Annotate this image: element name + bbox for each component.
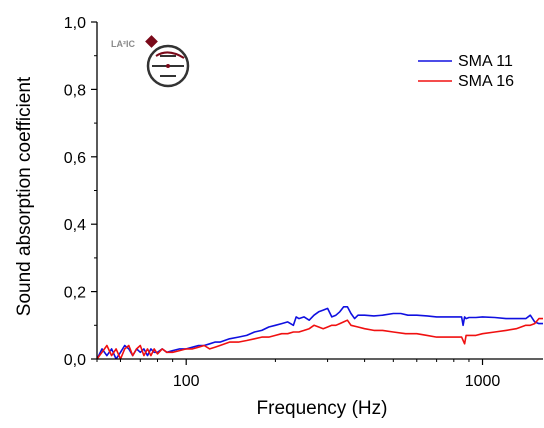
- y-tick-label: 0,4: [64, 217, 86, 234]
- series-line-1: [97, 305, 543, 359]
- series-line-2: [97, 317, 543, 359]
- x-tick-label: 100: [173, 373, 200, 390]
- legend-label: SMA 16: [458, 73, 514, 90]
- y-tick-label: 0,0: [64, 352, 86, 369]
- logo-text: LA²IC: [111, 39, 135, 49]
- legend: SMA 11 SMA 16: [418, 53, 514, 90]
- y-tick-label: 0,2: [64, 285, 86, 302]
- labels-layer: 0,0 0,2 0,4 0,6 0,8 1,0 100 1000 Frequency (Hz) S…: [14, 15, 500, 419]
- x-tick-label: 1000: [465, 373, 501, 390]
- legend-label: SMA 11: [458, 53, 513, 70]
- laboratory-logo-icon: [146, 44, 190, 88]
- y-tick-label: 0,8: [64, 82, 86, 99]
- axes-layer: [91, 21, 543, 365]
- y-tick-label: 1,0: [64, 15, 86, 32]
- y-axis-title: Sound absorption coefficient: [14, 76, 35, 316]
- logo-diamond-icon: [145, 35, 158, 48]
- logo: LA²IC: [111, 35, 190, 88]
- series-layer: [97, 305, 543, 359]
- x-axis-title: Frequency (Hz): [257, 398, 388, 419]
- y-tick-label: 0,6: [64, 150, 86, 167]
